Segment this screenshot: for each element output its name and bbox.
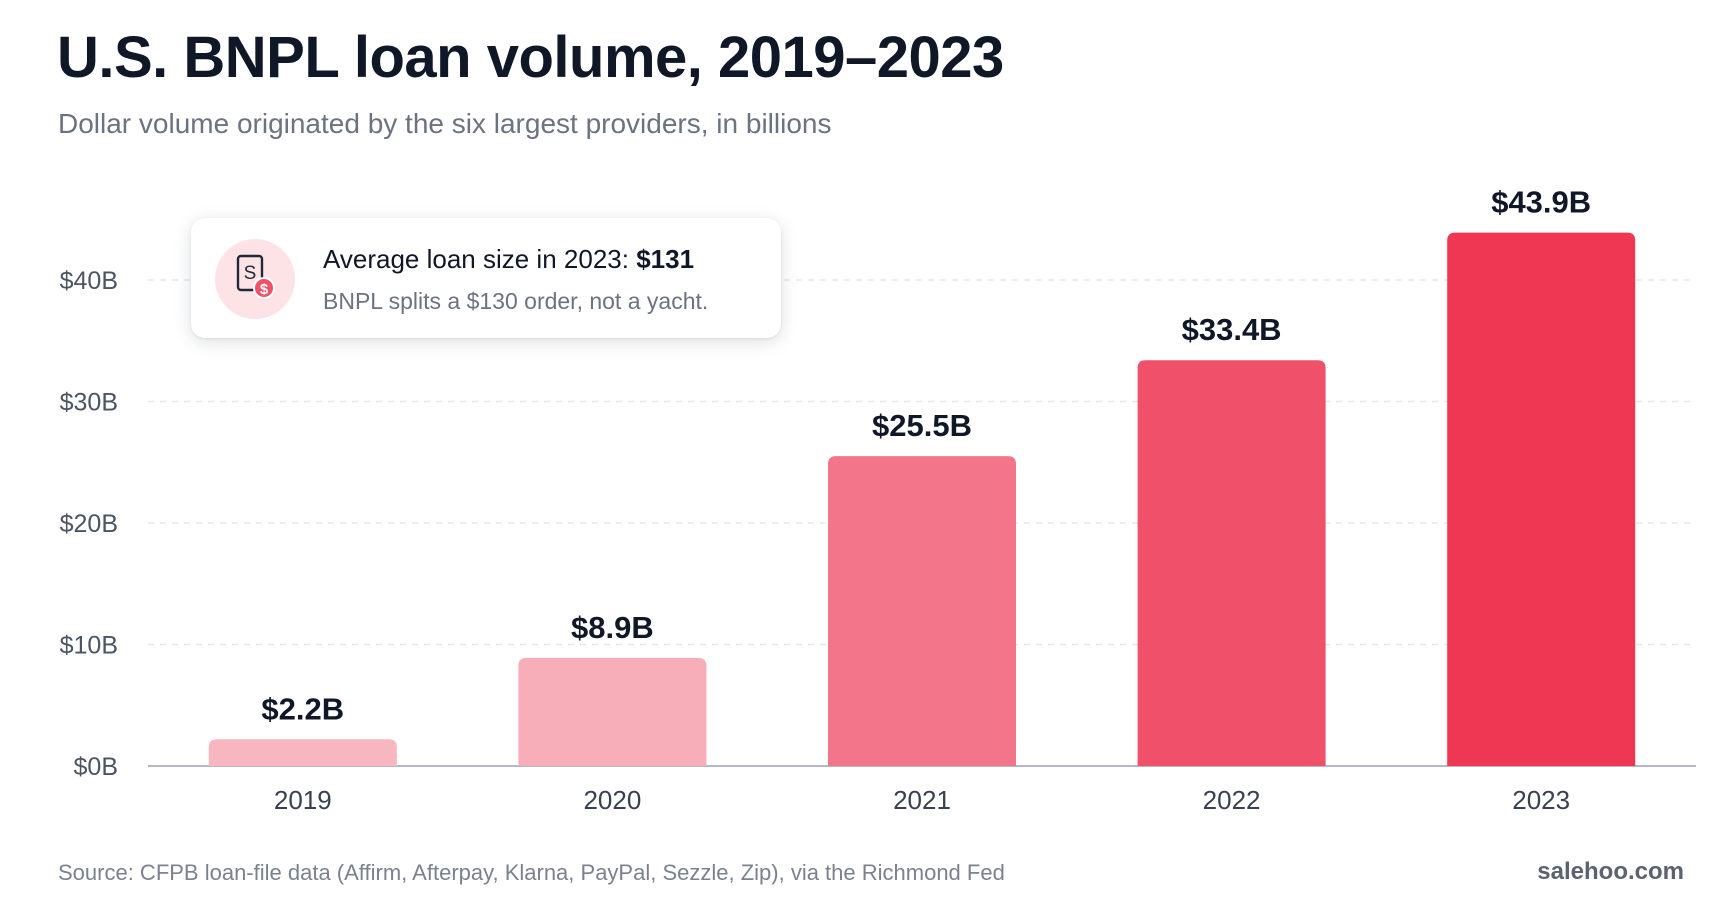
data-label-2023: $43.9B (1491, 185, 1591, 220)
average-loan-callout: S $ Average loan size in 2023: $131 BNPL… (191, 218, 781, 338)
bar-2020 (518, 657, 707, 766)
chart-title: U.S. BNPL loan volume, 2019–2023 (57, 25, 1004, 90)
callout-headline-value: $131 (636, 244, 695, 274)
y-tick-label-40: $40B (60, 267, 118, 295)
svg-text:$: $ (260, 281, 269, 298)
y-tick-label-20: $20B (60, 510, 118, 538)
bar-chart: $0B $10B $20B $30B $40B $2.2B 2019 $8.9B 2020 $25… (60, 185, 1696, 815)
brand-link[interactable]: salehoo.com (1537, 858, 1684, 885)
callout-headline-text: Average loan size in 2023: (323, 244, 637, 274)
y-tick-label-30: $30B (60, 389, 118, 417)
chart-subtitle: Dollar volume originated by the six larg… (58, 108, 832, 139)
bar-2022 (1137, 360, 1326, 766)
receipt-dollar-icon: S $ (215, 239, 295, 319)
x-tick-label-2019: 2019 (274, 785, 332, 815)
x-tick-label-2023: 2023 (1512, 785, 1570, 815)
y-tick-label-0: $0B (74, 753, 118, 781)
x-tick-label-2022: 2022 (1203, 785, 1261, 815)
bar-2023 (1447, 232, 1636, 767)
source-note: Source: CFPB loan-file data (Affirm, Aft… (58, 860, 1005, 885)
svg-text:S: S (244, 263, 257, 284)
bar-2019 (208, 739, 397, 766)
y-tick-label-10: $10B (60, 632, 118, 660)
data-label-2020: $8.9B (571, 610, 654, 645)
callout-headline: Average loan size in 2023: $131 (323, 244, 694, 275)
data-label-2021: $25.5B (872, 408, 972, 443)
bar-2021 (828, 456, 1016, 766)
data-label-2022: $33.4B (1182, 312, 1282, 347)
x-tick-label-2020: 2020 (583, 785, 641, 815)
data-label-2019: $2.2B (261, 691, 344, 726)
callout-caption: BNPL splits a $130 order, not a yacht. (323, 288, 709, 314)
x-tick-label-2021: 2021 (893, 785, 951, 815)
